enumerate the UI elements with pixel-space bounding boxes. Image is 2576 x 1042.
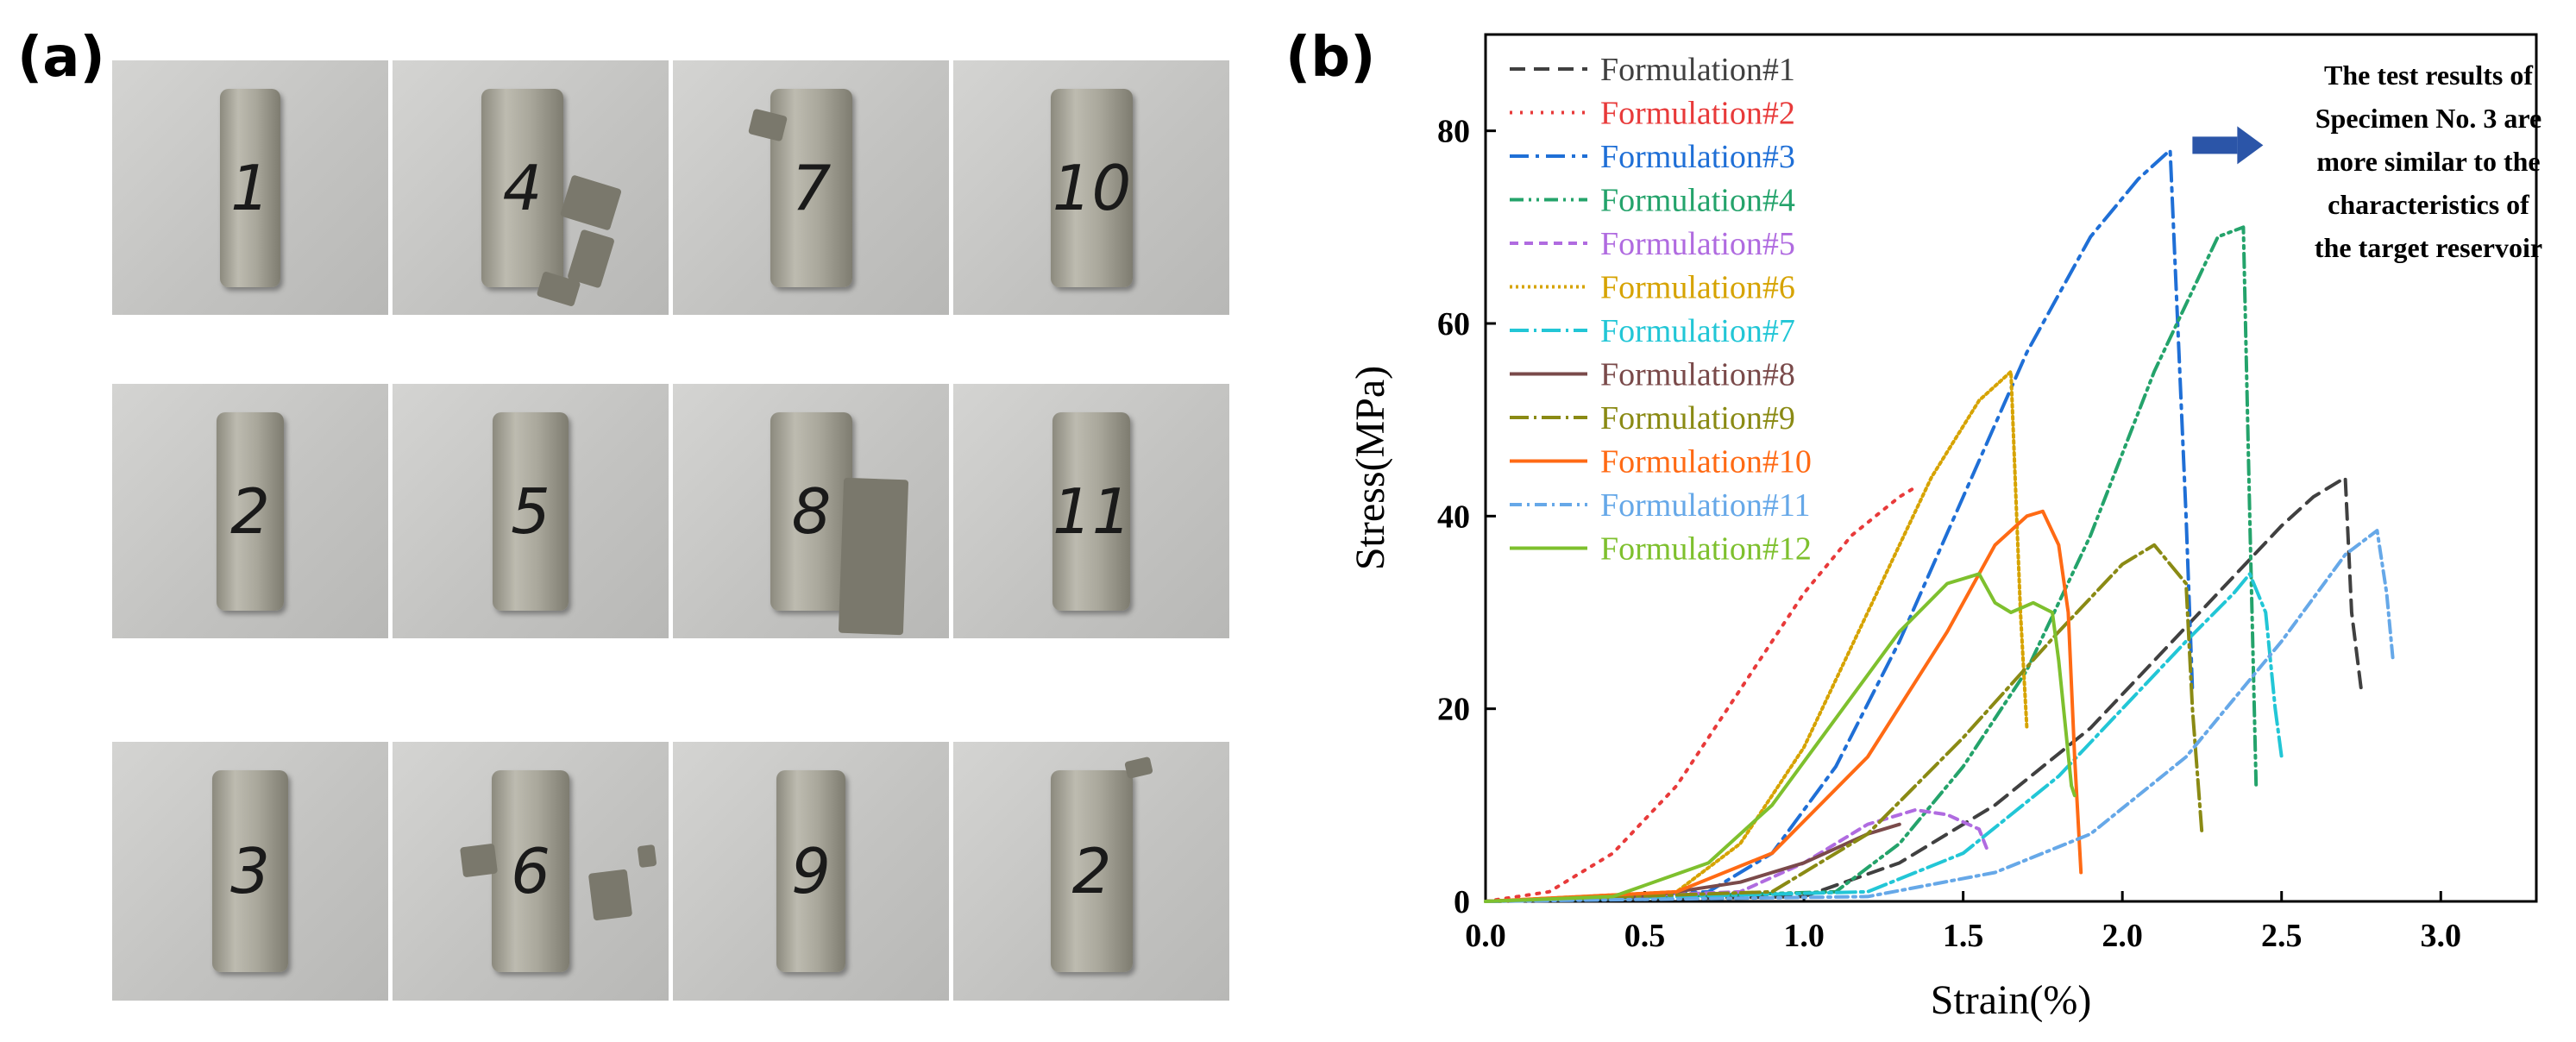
legend-label: Formulation#3 bbox=[1600, 139, 1795, 175]
x-tick-label: 2.5 bbox=[2261, 918, 2303, 954]
rock-core: 8 bbox=[770, 412, 852, 611]
rock-core: 1 bbox=[220, 89, 280, 287]
x-tick-label: 0.0 bbox=[1465, 918, 1506, 954]
series-line-3 bbox=[1484, 148, 2195, 903]
rock-core: 6 bbox=[492, 770, 569, 972]
legend-label: Formulation#8 bbox=[1600, 357, 1795, 393]
specimen-photo: 4 bbox=[393, 60, 669, 315]
plot-frame bbox=[1484, 33, 2538, 903]
stress-strain-chart: 0.0 0.5 1.0 1.5 2.0 2.5 3.0 0 20 40 60 80 Strain(%) S… bbox=[1348, 33, 2542, 1023]
specimen-photo: 8 bbox=[673, 384, 949, 638]
x-tick-label: 0.5 bbox=[1624, 918, 1666, 954]
specimen-number: 7 bbox=[791, 152, 832, 224]
x-tick-label: 2.0 bbox=[2102, 918, 2143, 954]
y-tick-label: 0 bbox=[1454, 884, 1470, 920]
series-line-7 bbox=[1484, 572, 2284, 903]
specimen-number: 11 bbox=[1052, 475, 1132, 548]
legend-label: Formulation#12 bbox=[1600, 531, 1812, 568]
specimen-photo: 7 bbox=[673, 60, 949, 315]
legend-label: Formulation#9 bbox=[1600, 400, 1795, 436]
annotation-arrow-head bbox=[2237, 126, 2264, 165]
annotation-arrow-shaft bbox=[2192, 136, 2238, 154]
annotation-text: more similar to the bbox=[2316, 146, 2540, 177]
rock-fragment bbox=[838, 477, 909, 636]
x-tick-label: 3.0 bbox=[2421, 918, 2462, 954]
rock-core: 3 bbox=[212, 770, 288, 972]
specimen-number: 2 bbox=[230, 475, 270, 548]
rock-core: 2 bbox=[217, 412, 284, 611]
x-tick-label: 1.5 bbox=[1943, 918, 1984, 954]
annotation-text: characteristics of bbox=[2328, 189, 2529, 220]
panel-label-a: (a) bbox=[17, 26, 105, 90]
legend-label: Formulation#1 bbox=[1600, 52, 1795, 88]
y-axis-label: Stress(MPa) bbox=[1348, 366, 1393, 570]
specimen-photo: 10 bbox=[953, 60, 1229, 315]
legend-label: Formulation#2 bbox=[1600, 96, 1795, 132]
specimen-photo: 5 bbox=[393, 384, 669, 638]
rock-core: 4 bbox=[481, 89, 563, 287]
series-line-9 bbox=[1484, 543, 2204, 903]
specimen-number: 2 bbox=[1071, 835, 1112, 907]
legend-label: Formulation#6 bbox=[1600, 270, 1795, 306]
legend-label: Formulation#7 bbox=[1600, 313, 1795, 349]
specimen-photo: 3 bbox=[112, 742, 388, 1001]
y-tick-label: 20 bbox=[1437, 692, 1470, 728]
panel-label-b: (b) bbox=[1285, 26, 1376, 90]
rock-fragment bbox=[637, 844, 657, 869]
specimen-number: 4 bbox=[502, 152, 543, 224]
specimen-number: 3 bbox=[230, 835, 270, 907]
legend-label: Formulation#10 bbox=[1600, 444, 1812, 480]
rock-core: 11 bbox=[1052, 412, 1132, 611]
specimen-photo: 2 bbox=[953, 742, 1229, 1001]
legend-label: Formulation#4 bbox=[1600, 183, 1795, 219]
series-line-5 bbox=[1484, 807, 1991, 903]
x-tick-label: 1.0 bbox=[1783, 918, 1825, 954]
series-line-1 bbox=[1484, 475, 2363, 903]
series-line-12 bbox=[1484, 572, 2077, 903]
rock-core: 2 bbox=[1051, 770, 1133, 972]
rock-core: 5 bbox=[493, 412, 569, 611]
y-tick-label: 60 bbox=[1437, 306, 1470, 342]
specimen-number: 8 bbox=[791, 475, 832, 548]
y-tick-label: 40 bbox=[1437, 499, 1470, 535]
legend-label: Formulation#5 bbox=[1600, 226, 1795, 262]
annotation-text: the target reservoir bbox=[2315, 232, 2542, 263]
rock-fragment bbox=[460, 843, 498, 878]
rock-core: 10 bbox=[1051, 89, 1133, 287]
specimen-photo: 1 bbox=[112, 60, 388, 315]
rock-fragment bbox=[587, 869, 633, 921]
specimen-number: 1 bbox=[230, 152, 270, 224]
rock-core: 9 bbox=[776, 770, 845, 972]
specimen-number: 9 bbox=[791, 835, 831, 907]
series-line-6 bbox=[1484, 369, 2029, 903]
series-line-10 bbox=[1484, 509, 2083, 903]
annotation-text: The test results of bbox=[2324, 60, 2533, 91]
x-axis-label: Strain(%) bbox=[1931, 977, 2092, 1023]
legend-label: Formulation#11 bbox=[1600, 487, 1810, 524]
series-line-4 bbox=[1484, 225, 2259, 903]
specimen-photo: 2 bbox=[112, 384, 388, 638]
specimen-photo: 6 bbox=[393, 742, 669, 1001]
series-line-2 bbox=[1484, 485, 1918, 903]
specimen-photo: 9 bbox=[673, 742, 949, 1001]
specimen-number: 10 bbox=[1052, 152, 1132, 224]
y-tick-label: 80 bbox=[1437, 114, 1470, 150]
series-line-11 bbox=[1484, 529, 2395, 903]
specimen-number: 5 bbox=[511, 475, 550, 548]
specimen-photo: 11 bbox=[953, 384, 1229, 638]
annotation-text: Specimen No. 3 are bbox=[2315, 103, 2541, 134]
specimen-number: 6 bbox=[511, 835, 550, 907]
